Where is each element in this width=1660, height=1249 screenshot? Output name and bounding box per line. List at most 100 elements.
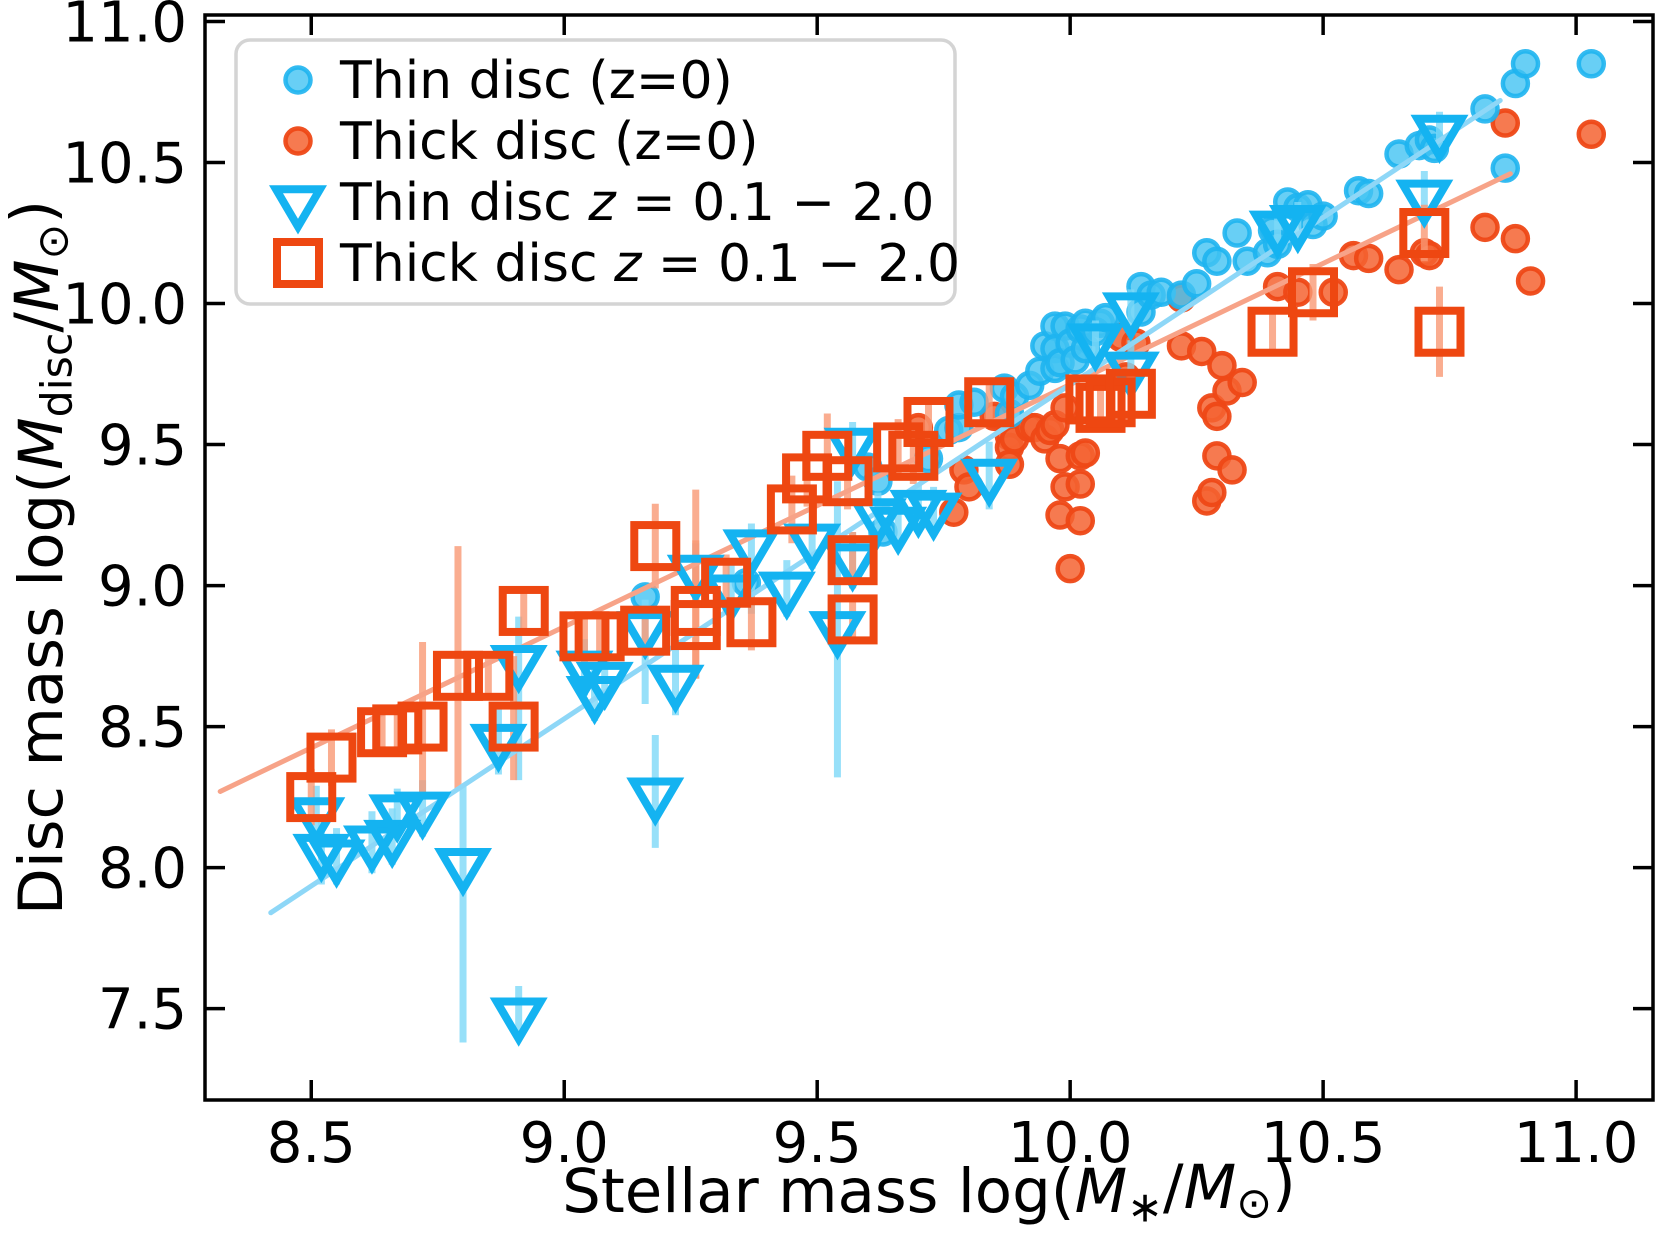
thick-disc-z0-point xyxy=(1576,119,1607,150)
series-thick-disc-z0120 xyxy=(286,208,1465,823)
y-tick-label: 11.0 xyxy=(62,0,187,55)
thick-disc-z0120-point xyxy=(488,701,539,752)
thick-disc-z0-point xyxy=(1384,254,1414,285)
thick-disc-z0120-point xyxy=(397,701,448,752)
thick-disc-z0-point xyxy=(1490,108,1521,138)
thin-disc-z0120-point xyxy=(1395,179,1454,229)
thin-disc-z0120-point xyxy=(869,506,928,557)
thin-disc-z0120-point xyxy=(616,611,675,661)
legend-box xyxy=(234,38,957,306)
thin-disc-z0120-point xyxy=(960,458,1019,509)
thin-disc-z0120-point xyxy=(904,492,963,542)
legend-label: Thick disc (z=0) xyxy=(339,112,759,172)
legend-entry-thick-disc-z0: Thick disc (z=0) xyxy=(283,112,759,172)
thin-disc-z0-point xyxy=(1181,269,1212,299)
legend-marker-triangle_down-icon xyxy=(269,185,327,235)
x-tick-label: 9.5 xyxy=(773,1111,862,1176)
thin-disc-z0120-point xyxy=(489,997,548,1047)
thin-disc-z0-point xyxy=(1576,49,1607,79)
thick-disc-z0-point xyxy=(1070,438,1101,468)
thick-disc-z0120-point xyxy=(827,594,878,645)
thick-disc-z0120-point xyxy=(903,396,954,447)
legend-label: Thin disc z = 0.1 − 2.0 xyxy=(339,173,934,233)
x-tick-label: 10.0 xyxy=(1008,1111,1133,1176)
thick-disc-z0120-point xyxy=(306,732,357,783)
thin-disc-z0120-point xyxy=(848,498,907,548)
thick-disc-z0120-point xyxy=(822,456,873,507)
thin-disc-z0120-point xyxy=(823,543,882,593)
x-axis-label: Stellar mass log(M∗/M⊙) xyxy=(562,1148,1296,1232)
thin-disc-z0-point xyxy=(1222,218,1252,248)
thin-disc-z0-point xyxy=(1510,49,1541,79)
thick-disc-z0120-point xyxy=(964,377,1015,428)
legend-entry-thick-disc-z0120: Thick disc z = 0.1 − 2.0 xyxy=(273,234,960,294)
thin-disc-z0120-point xyxy=(1410,114,1469,165)
thin-disc-z0120-point xyxy=(626,777,685,827)
x-tick-label: 10.5 xyxy=(1261,1111,1386,1176)
y-tick-label: 10.0 xyxy=(62,273,187,338)
y-tick-label: 9.0 xyxy=(98,555,187,620)
thick-disc-z0-point xyxy=(1055,553,1085,584)
thick-disc-z0120-point xyxy=(620,605,671,656)
thick-disc-z0-point xyxy=(1202,401,1232,432)
legend-entry-thin-disc-z0: Thin disc (z=0) xyxy=(283,51,733,111)
x-tick-label: 11.0 xyxy=(1514,1111,1639,1176)
legend-label: Thick disc z = 0.1 − 2.0 xyxy=(339,234,960,294)
thick-disc-z0120-point xyxy=(1247,306,1298,357)
open-scatter-layer xyxy=(286,114,1469,1047)
thick-disc-z0120-point xyxy=(888,430,939,481)
thick-disc-z0-point xyxy=(1065,505,1096,536)
thick-disc-z0120-point xyxy=(701,557,752,608)
thin-disc-z0120-point xyxy=(575,661,634,712)
legend-entry-thin-disc-z0120: Thin disc z = 0.1 − 2.0 xyxy=(269,173,934,235)
thin-disc-z0120-point xyxy=(823,427,882,478)
thin-disc-z0120-point xyxy=(1101,292,1160,342)
legend-marker-circle-icon xyxy=(283,65,313,95)
thick-disc-z0120-point xyxy=(630,521,681,572)
thick-disc-z0120-point xyxy=(372,704,423,755)
legend-marker-circle-icon xyxy=(283,126,313,156)
thick-disc-z0120-point xyxy=(1075,382,1126,433)
legend-label: Thin disc (z=0) xyxy=(339,51,733,111)
legend-marker-square-icon xyxy=(273,238,323,288)
y-axis-label: Disc mass log(Mdisc/M⊙) xyxy=(0,200,82,915)
thick-disc-z0-point xyxy=(1353,243,1384,274)
thin-disc-z0120-point xyxy=(1066,323,1125,373)
thick-disc-z0120-point xyxy=(1105,368,1156,419)
thin-disc-z0120-point xyxy=(368,794,427,844)
y-tick-label: 9.5 xyxy=(98,414,187,479)
y-tick-label: 8.0 xyxy=(98,837,187,902)
thin-disc-z0120-point xyxy=(292,833,351,884)
thin-disc-z0120-point xyxy=(434,848,493,898)
thick-disc-z0120-point xyxy=(670,600,721,651)
thin-disc-z0120-point xyxy=(393,791,452,841)
y-tick-label: 7.5 xyxy=(98,978,187,1043)
thick-disc-z0120-point xyxy=(873,422,924,473)
y-tick-label: 10.5 xyxy=(62,132,187,197)
thick-disc-z0120-point xyxy=(1414,306,1465,357)
thick-disc-z0120-point xyxy=(1288,267,1339,318)
thin-disc-z0120-point xyxy=(757,571,816,621)
thick-disc-z0-point xyxy=(1065,469,1096,499)
thick-disc-z0120-point xyxy=(498,585,549,636)
x-tick-label: 8.5 xyxy=(267,1111,356,1176)
thin-disc-z0120-point xyxy=(722,529,781,579)
thin-disc-z0120-point xyxy=(646,664,705,714)
thick-disc-z0-point xyxy=(1217,455,1247,485)
thick-disc-z0-point xyxy=(1197,477,1227,508)
legend: Thin disc (z=0)Thick disc (z=0)Thin disc… xyxy=(234,38,960,306)
thin-disc-z0120-point xyxy=(307,839,366,889)
thick-disc-z0120-point xyxy=(1399,208,1450,259)
thin-disc-z0120-point xyxy=(1268,204,1327,255)
series-thin-disc-z0120 xyxy=(287,114,1469,1047)
thick-disc-z0120-point xyxy=(766,484,817,535)
y-tick-label: 8.5 xyxy=(98,696,187,761)
thick-disc-z0-point xyxy=(1470,212,1500,243)
thin-disc-z0120-point xyxy=(808,611,867,661)
x-tick-label: 9.0 xyxy=(520,1111,609,1176)
thick-disc-z0120-point xyxy=(726,597,777,648)
thick-disc-z0-point xyxy=(1227,367,1257,398)
